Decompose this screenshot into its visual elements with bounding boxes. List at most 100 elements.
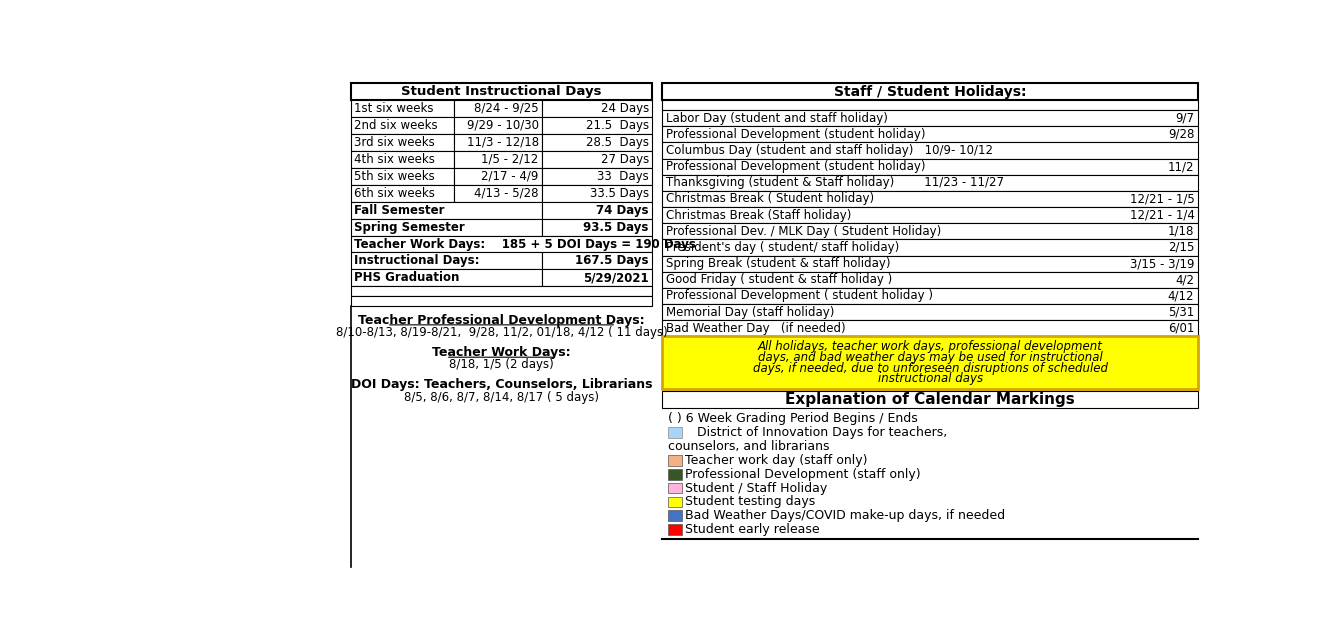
Bar — [541, 134, 651, 151]
Text: 9/7: 9/7 — [1175, 112, 1194, 124]
Text: Professional Development ( student holiday ): Professional Development ( student holid… — [666, 290, 933, 303]
Text: 33  Days: 33 Days — [598, 170, 649, 183]
Text: Teacher Professional Development Days:: Teacher Professional Development Days: — [358, 313, 645, 327]
Text: 11/3 - 12/18: 11/3 - 12/18 — [466, 136, 539, 149]
Text: Student / Staff Holiday: Student / Staff Holiday — [685, 481, 828, 495]
Bar — [351, 134, 454, 151]
Bar — [454, 117, 541, 134]
Bar — [662, 158, 1198, 175]
Bar — [662, 126, 1198, 142]
Bar — [662, 337, 1198, 389]
Text: 3rd six weeks: 3rd six weeks — [354, 136, 436, 149]
Text: DOI Days: Teachers, Counselors, Librarians: DOI Days: Teachers, Counselors, Libraria… — [351, 378, 653, 392]
Bar — [662, 391, 1198, 408]
Text: 24 Days: 24 Days — [600, 102, 649, 115]
Text: Labor Day (student and staff holiday): Labor Day (student and staff holiday) — [666, 112, 887, 124]
Text: 8/24 - 9/25: 8/24 - 9/25 — [474, 102, 539, 115]
Bar — [351, 100, 454, 117]
Bar — [454, 168, 541, 185]
Bar — [351, 253, 541, 269]
Text: Student Instructional Days: Student Instructional Days — [401, 85, 602, 98]
Text: Professional Development (student holiday): Professional Development (student holida… — [666, 128, 926, 141]
Text: 3/15 - 3/19: 3/15 - 3/19 — [1130, 257, 1194, 270]
Text: 93.5 Days: 93.5 Days — [583, 221, 649, 233]
Text: Thanksgiving (student & Staff holiday)        11/23 - 11/27: Thanksgiving (student & Staff holiday) 1… — [666, 176, 1004, 189]
Bar — [662, 256, 1198, 272]
Text: 5/31: 5/31 — [1168, 306, 1194, 319]
Text: 21.5  Days: 21.5 Days — [586, 119, 649, 132]
Text: President's day ( student/ staff holiday): President's day ( student/ staff holiday… — [666, 241, 899, 254]
Text: days, and bad weather days may be used for instructional: days, and bad weather days may be used f… — [757, 351, 1103, 363]
Bar — [662, 304, 1198, 320]
Bar — [669, 455, 682, 466]
Bar — [541, 202, 651, 219]
Bar — [669, 524, 682, 535]
Bar — [669, 428, 682, 438]
Text: PHS Graduation: PHS Graduation — [354, 271, 460, 285]
Bar — [662, 207, 1198, 223]
Text: instructional days: instructional days — [878, 372, 982, 385]
Text: ( ) 6 Week Grading Period Begins / Ends: ( ) 6 Week Grading Period Begins / Ends — [669, 412, 918, 425]
Bar — [541, 253, 651, 269]
Bar — [541, 269, 651, 287]
Text: Spring Semester: Spring Semester — [354, 221, 465, 233]
Text: 6th six weeks: 6th six weeks — [354, 187, 436, 200]
Text: 27 Days: 27 Days — [600, 153, 649, 166]
Text: 8/5, 8/6, 8/7, 8/14, 8/17 ( 5 days): 8/5, 8/6, 8/7, 8/14, 8/17 ( 5 days) — [405, 391, 599, 404]
Bar — [662, 239, 1198, 256]
Text: 8/10-8/13, 8/19-8/21,  9/28, 11/2, 01/18, 4/12 ( 11 days): 8/10-8/13, 8/19-8/21, 9/28, 11/2, 01/18,… — [335, 326, 667, 339]
Text: 33.5 Days: 33.5 Days — [590, 187, 649, 200]
Bar — [351, 185, 454, 202]
Text: 5th six weeks: 5th six weeks — [354, 170, 436, 183]
Bar — [669, 510, 682, 521]
Text: counselors, and librarians: counselors, and librarians — [669, 440, 829, 453]
Bar — [541, 185, 651, 202]
Bar — [662, 288, 1198, 304]
Text: 4/12: 4/12 — [1168, 290, 1194, 303]
Bar — [351, 151, 454, 168]
Bar — [351, 202, 541, 219]
Text: Bad Weather Day   (if needed): Bad Weather Day (if needed) — [666, 322, 846, 335]
Text: 8/18, 1/5 (2 days): 8/18, 1/5 (2 days) — [449, 358, 553, 371]
Bar — [351, 269, 541, 287]
Text: 1st six weeks: 1st six weeks — [354, 102, 434, 115]
Bar — [662, 223, 1198, 239]
Text: Student early release: Student early release — [685, 523, 820, 536]
Text: Good Friday ( student & staff holiday ): Good Friday ( student & staff holiday ) — [666, 273, 892, 287]
Bar — [351, 117, 454, 134]
Text: 12/21 - 1/4: 12/21 - 1/4 — [1130, 208, 1194, 222]
Text: 9/28: 9/28 — [1168, 128, 1194, 141]
Bar — [351, 83, 651, 100]
Text: Professional Development (student holiday): Professional Development (student holida… — [666, 160, 926, 173]
Text: Teacher work day (staff only): Teacher work day (staff only) — [685, 454, 868, 467]
Text: Explanation of Calendar Markings: Explanation of Calendar Markings — [785, 392, 1075, 407]
Bar — [454, 151, 541, 168]
Bar — [541, 117, 651, 134]
Bar — [662, 100, 1198, 110]
Bar — [541, 168, 651, 185]
Text: 12/21 - 1/5: 12/21 - 1/5 — [1130, 192, 1194, 206]
Text: Columbus Day (student and staff holiday)   10/9- 10/12: Columbus Day (student and staff holiday)… — [666, 144, 993, 157]
Text: Memorial Day (staff holiday): Memorial Day (staff holiday) — [666, 306, 835, 319]
Bar — [454, 185, 541, 202]
Bar — [662, 191, 1198, 207]
Text: 2/15: 2/15 — [1168, 241, 1194, 254]
Text: 5/29/2021: 5/29/2021 — [583, 271, 649, 285]
Bar — [351, 235, 651, 253]
Bar — [541, 151, 651, 168]
Bar — [669, 483, 682, 494]
Bar — [662, 83, 1198, 100]
Text: Fall Semester: Fall Semester — [354, 204, 445, 217]
Text: Bad Weather Days/COVID make-up days, if needed: Bad Weather Days/COVID make-up days, if … — [685, 510, 1005, 522]
Text: Teacher Work Days:    185 + 5 DOI Days = 190 Days: Teacher Work Days: 185 + 5 DOI Days = 19… — [354, 238, 697, 251]
Bar — [662, 320, 1198, 337]
Bar — [351, 219, 541, 235]
Text: Christmas Break (Staff holiday): Christmas Break (Staff holiday) — [666, 208, 851, 222]
Bar — [662, 110, 1198, 126]
Text: District of Innovation Days for teachers,: District of Innovation Days for teachers… — [685, 426, 947, 439]
Bar — [541, 219, 651, 235]
Bar — [662, 142, 1198, 158]
Bar — [454, 100, 541, 117]
Text: days, if needed, due to unforeseen disruptions of scheduled: days, if needed, due to unforeseen disru… — [753, 362, 1108, 374]
Text: All holidays, teacher work days, professional development: All holidays, teacher work days, profess… — [757, 340, 1103, 353]
